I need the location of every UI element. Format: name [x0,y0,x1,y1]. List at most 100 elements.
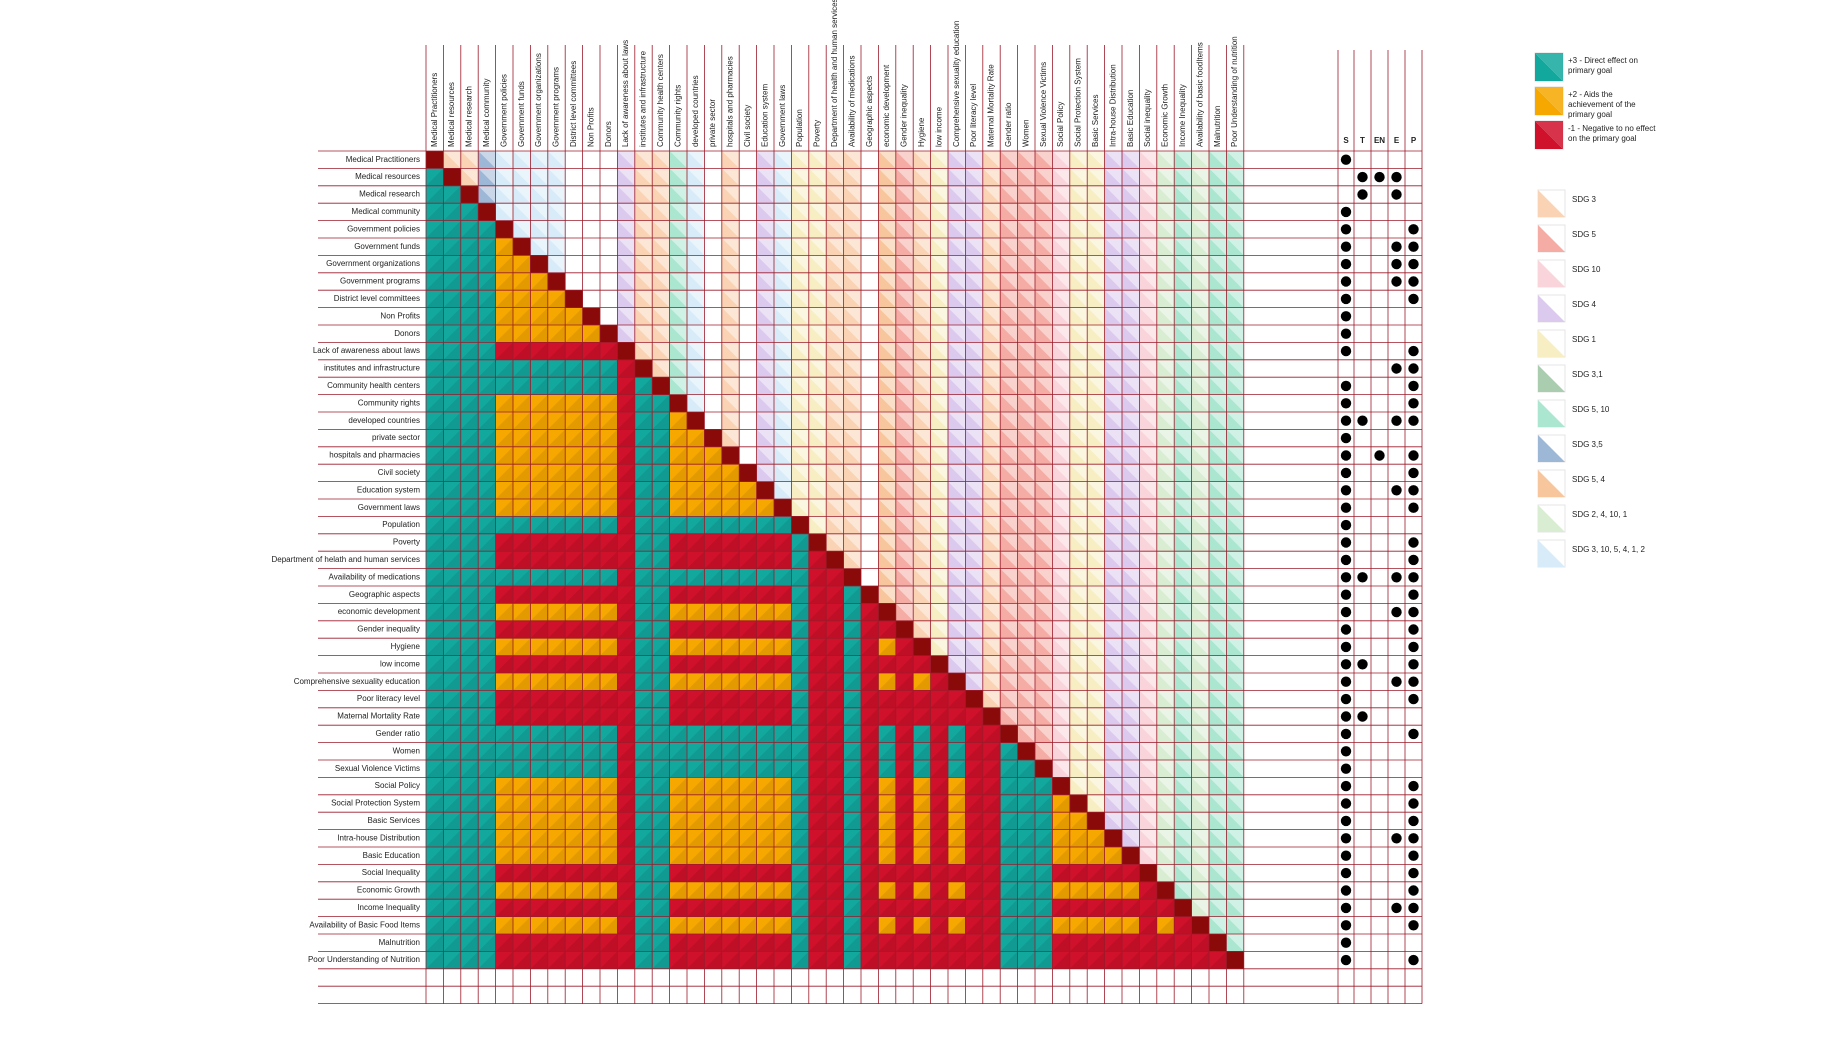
sdg-triangle [1174,464,1192,482]
effect-triangle [634,464,653,482]
diagonal-cell [1035,760,1053,778]
sdg-triangle [895,359,914,378]
sdg-triangle [1122,394,1140,412]
sdg-triangle [843,464,861,482]
sdg-triangle [878,255,896,273]
sdg-triangle [1035,185,1053,204]
sdg-triangle [1035,307,1053,325]
effect-triangle [565,481,583,499]
sdg-triangle [878,325,896,343]
diagonal-cell [530,255,548,273]
effect-cell [669,412,687,430]
effect-cell [634,377,653,395]
sdg-triangle [634,290,653,308]
effect-triangle [704,446,722,465]
sdg-triangle [495,151,513,169]
effect-triangle [687,446,705,465]
steep-dot [1357,189,1368,200]
row-label: private sector [372,433,420,442]
sdg-triangle [1122,412,1140,430]
sdg-triangle [1156,394,1175,412]
sdg-triangle [1017,325,1035,343]
effect-cell [547,481,566,499]
steep-header: T [1360,136,1365,145]
steep-dot [1340,502,1352,513]
sdg-triangle [1052,220,1070,238]
sdg-triangle [808,272,827,291]
sdg-triangle [634,203,653,221]
effect-cell [478,394,496,412]
effect-triangle [617,446,635,465]
sdg-triangle [513,185,531,204]
sdg-triangle [774,168,792,186]
diagonal-cell [1191,916,1209,934]
effect-triangle [513,325,531,343]
steep-dot [1408,902,1419,914]
sdg-triangle [1017,359,1035,378]
sdg-triangle [1156,429,1175,447]
effect-triangle [530,429,548,447]
effect-cell [530,429,548,447]
diagonal-cell [1139,864,1157,882]
sdg-triangle [721,290,740,308]
sdg-triangle [1191,359,1209,378]
sdg-triangle [965,185,983,204]
effect-triangle [495,412,513,430]
row-label: Malnutrition [379,938,420,947]
diagonal-cell [982,707,1001,726]
sdg-triangle [1122,429,1140,447]
sdg-label: SDG 1 [1572,335,1597,344]
effect-cell [495,429,513,447]
sdg-triangle [1069,377,1088,395]
sdg-triangle [1174,272,1192,291]
steep-dot [1340,450,1352,461]
effect-triangle [721,481,740,499]
effect-cell [617,377,635,395]
effect-cell [669,464,687,482]
effect-triangle [565,464,583,482]
column-label: Government programs [552,67,561,147]
sdg-triangle [826,185,844,204]
sdg-triangle [878,394,896,412]
effect-triangle [547,429,566,447]
sdg-triangle [965,342,983,360]
sdg-triangle [982,429,1001,447]
effect-triangle [426,203,444,221]
sdg-triangle [965,151,983,169]
column-label: Government policies [499,74,508,147]
sdg-triangle [1191,255,1209,273]
effect-cell [443,290,461,308]
diagonal-cell [478,203,496,221]
steep-dot [1408,780,1419,792]
sdg-triangle [1191,377,1209,395]
sdg-triangle [669,151,687,169]
sdg-triangle [1226,168,1244,186]
effect-triangle [687,429,705,447]
column-label: Government organizations [534,53,543,147]
effect-triangle [460,203,479,221]
column-label: Government funds [517,81,526,147]
sdg-triangle [895,429,914,447]
sdg-triangle [1226,394,1244,412]
sdg-triangle [1209,238,1227,256]
effect-cell [547,394,566,412]
sdg-triangle [756,168,774,186]
effect-cell [513,290,531,308]
sdg-triangle [1156,151,1175,169]
sdg-triangle [913,255,931,273]
sdg-triangle [1052,255,1070,273]
sdg-triangle [878,185,896,204]
sdg-triangle [878,203,896,221]
sdg-triangle [1139,394,1157,412]
diagonal-cell [1104,829,1122,847]
effect-triangle [513,359,531,378]
effect-cell [669,429,687,447]
steep-dot [1340,432,1352,444]
sdg-triangle [1226,307,1244,325]
sdg-triangle [808,290,827,308]
sdg-triangle [721,185,740,204]
effect-cell [530,412,548,430]
sdg-triangle [652,342,670,360]
sdg-triangle [1122,168,1140,186]
